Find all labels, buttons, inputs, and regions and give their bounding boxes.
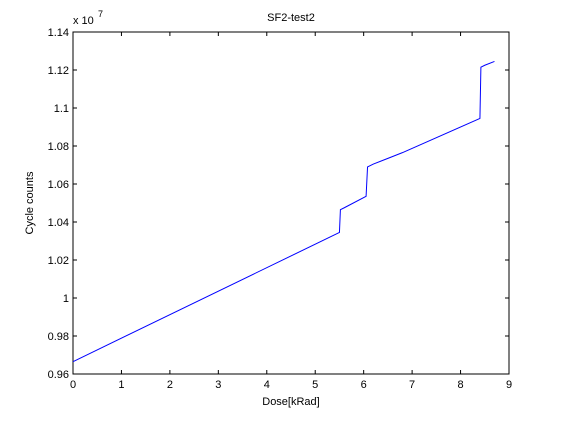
y-tick-label: 1.08 (48, 141, 69, 153)
y-tick-label: 1.02 (48, 255, 69, 267)
y-exponent-power: 7 (98, 9, 103, 19)
x-tick-label: 0 (70, 379, 76, 391)
y-tick-label: 1.04 (48, 217, 69, 229)
x-tick-label: 1 (118, 379, 124, 391)
y-tick-label: 1.06 (48, 179, 69, 191)
y-tick-label: 1.1 (54, 103, 69, 115)
y-tick-label: 1.14 (48, 27, 69, 39)
y-tick-label: 1 (63, 293, 69, 305)
axes-box (72, 31, 510, 375)
y-exponent-base: x 10 (73, 15, 94, 27)
x-tick-label: 2 (167, 379, 173, 391)
y-axis-ticks: 0.96 0.98 1 1.02 1.04 1.06 1.08 1.1 1.12 1.14 (48, 27, 509, 381)
series-line (72, 60, 495, 363)
x-tick-label: 7 (409, 379, 415, 391)
x-tick-label: 6 (361, 379, 367, 391)
y-tick-label: 1.12 (48, 65, 69, 77)
x-tick-label: 8 (457, 379, 463, 391)
x-tick-label: 3 (215, 379, 221, 391)
x-axis-ticks: 0 1 2 3 4 5 6 7 8 9 (70, 32, 512, 391)
y-tick-label: 0.98 (48, 331, 69, 343)
x-tick-label: 5 (312, 379, 318, 391)
x-tick-label: 4 (264, 379, 270, 391)
chart-title: SF2-test2 (267, 12, 315, 24)
x-axis-label: Dose[kRad] (262, 396, 319, 408)
y-axis-label: Cycle counts (24, 171, 36, 234)
y-tick-label: 0.96 (48, 369, 69, 381)
x-tick-label: 9 (506, 379, 512, 391)
